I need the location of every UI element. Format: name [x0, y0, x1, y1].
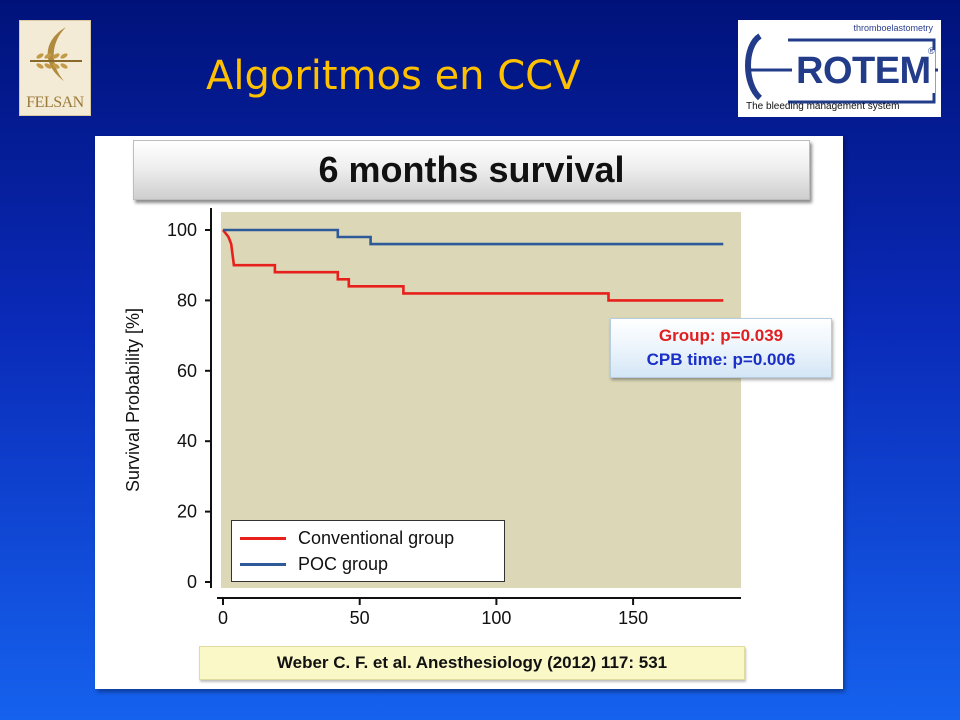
rotem-logo: thromboelastometry ROTEM ® The bleeding …	[738, 20, 941, 117]
chart-title: 6 months survival	[133, 140, 810, 200]
x-tick-label: 50	[350, 608, 370, 628]
legend-item-conventional: Conventional group	[240, 526, 454, 550]
chart-panel: 6 months survival 0 20 40 60 80 100 0 50 100 150 S…	[95, 136, 843, 689]
felsan-logo-text: FELSAN	[26, 94, 84, 111]
legend-swatch-conventional	[240, 536, 286, 540]
wheat-icon	[30, 27, 82, 81]
felsan-logo: FELSAN	[19, 20, 91, 116]
citation: Weber C. F. et al. Anesthesiology (2012)…	[199, 646, 745, 680]
x-tick-label: 150	[618, 608, 648, 628]
rotem-wordmark: ROTEM	[792, 50, 935, 93]
y-tick-label: 100	[167, 220, 197, 240]
legend-item-poc: POC group	[240, 552, 388, 576]
y-axis-label: Survival Probability [%]	[123, 308, 143, 492]
y-tick-label: 0	[187, 572, 197, 592]
rotem-registered-mark: ®	[928, 46, 935, 56]
y-tick-label: 20	[177, 502, 197, 522]
series-line-conventional	[221, 229, 724, 302]
slide-title: Algoritmos en CCV	[206, 53, 581, 99]
y-tick-label: 40	[177, 431, 197, 451]
y-tick-label: 80	[177, 290, 197, 310]
y-tick-label: 60	[177, 361, 197, 381]
cpb-p-value: CPB time: p=0.006	[646, 350, 796, 369]
legend-label-conventional: Conventional group	[298, 527, 455, 548]
survival-chart: 0 20 40 60 80 100 0 50 100 150 Survival Probabilit…	[123, 208, 741, 628]
x-tick-label: 0	[218, 608, 228, 628]
rotem-tagline-top: thromboelastometry	[853, 23, 933, 33]
legend-label-poc: POC group	[298, 553, 389, 574]
p-value-box: Group: p=0.039 CPB time: p=0.006	[610, 318, 832, 378]
rotem-tagline-bottom: The bleeding management system	[746, 101, 900, 112]
x-tick-label: 100	[481, 608, 511, 628]
legend-swatch-poc	[240, 562, 286, 566]
chart-legend: Conventional group POC group	[231, 520, 505, 582]
series-line-poc	[223, 228, 724, 246]
group-p-value: Group: p=0.039	[658, 326, 784, 345]
